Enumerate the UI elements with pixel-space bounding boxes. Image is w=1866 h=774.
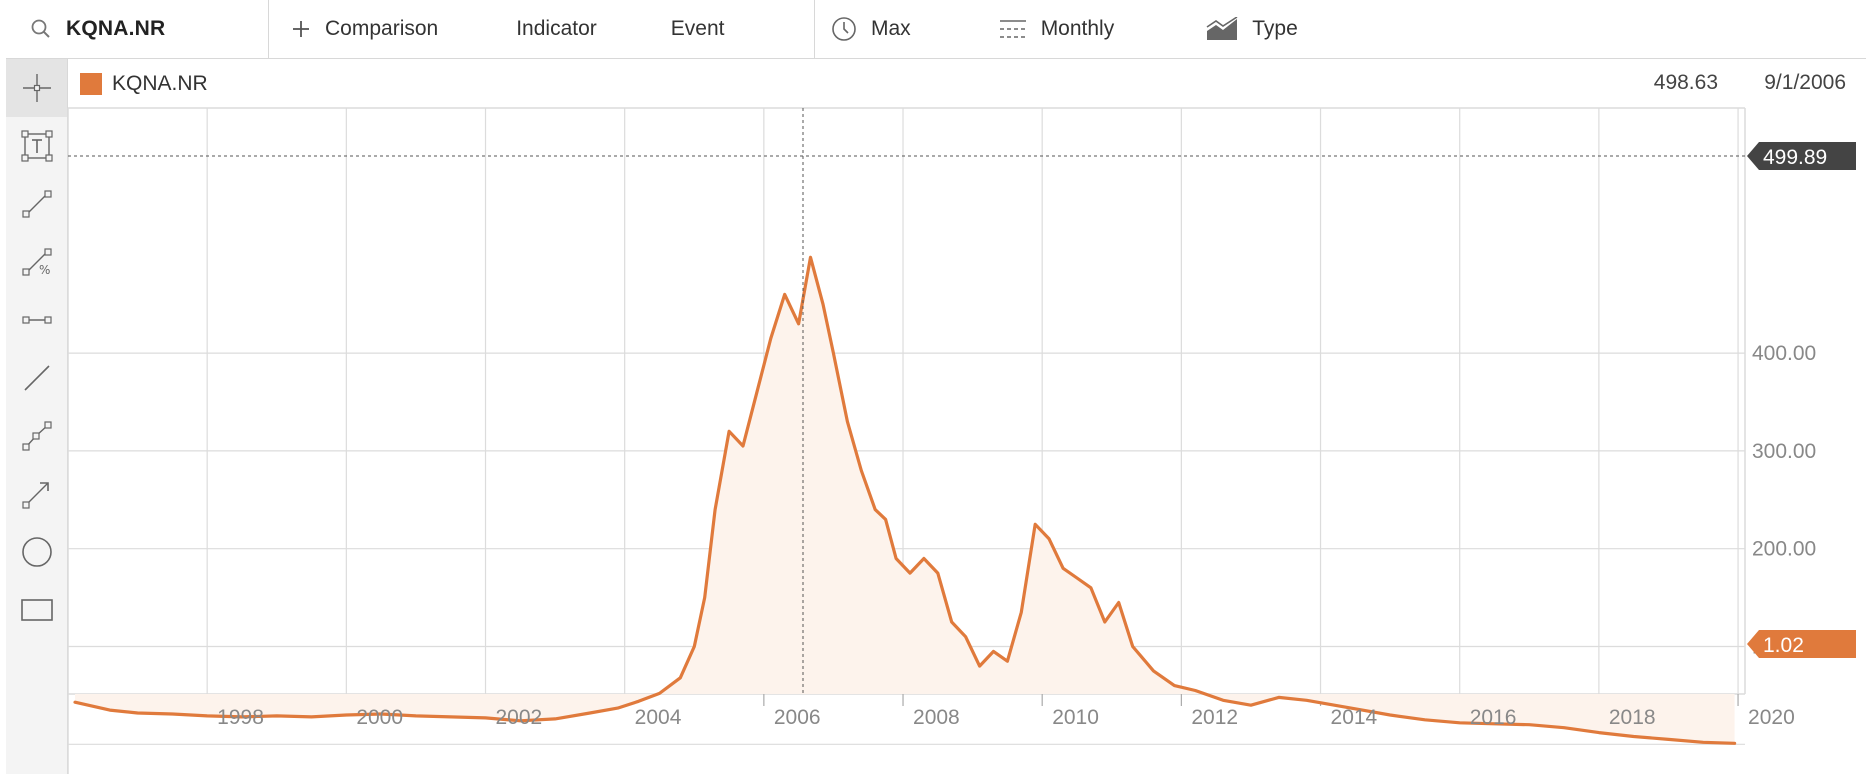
x-tick-label: 2002 (496, 706, 543, 729)
search-icon (31, 19, 50, 38)
percent-line-tool[interactable]: % (6, 233, 67, 291)
text-annotation-icon (20, 130, 53, 162)
x-axis: 1998 2000 2002 2004 2006 2008 2010 2012 2014 2016… (217, 706, 1795, 729)
indicator-label: Indicator (516, 17, 597, 40)
rectangle-tool[interactable] (6, 581, 67, 639)
trend-line-icon (23, 365, 50, 391)
line-segment-icon (21, 190, 52, 218)
line-segment-tool[interactable] (6, 175, 67, 233)
plus-icon (293, 21, 309, 37)
series-legend[interactable]: KQNA.NR (80, 70, 208, 98)
series-area-fill (75, 257, 1735, 744)
x-tick-label: 2010 (1052, 706, 1099, 729)
last-tag-text: 1.02 (1763, 634, 1804, 657)
percent-line-icon: % (21, 248, 52, 277)
y-tick-label: 200.00 (1752, 538, 1816, 561)
readout-date: 9/1/2006 (1764, 71, 1846, 94)
overlay-controls: Comparison Indicator Event (269, 0, 815, 58)
rectangle-icon (20, 599, 53, 621)
polyline-tool[interactable] (6, 407, 67, 465)
crosshair-tool[interactable] (6, 59, 67, 117)
crosshair-icon (22, 74, 51, 102)
x-tick-label: 2020 (1748, 706, 1795, 729)
horizontal-segment-tool[interactable] (6, 291, 67, 349)
x-tick-label: 2000 (356, 706, 403, 729)
drawing-toolbar: % (6, 59, 68, 774)
x-tick-label: 2006 (774, 706, 821, 729)
chart-settings: Max Monthly Type (815, 16, 1298, 42)
type-label: Type (1252, 17, 1298, 40)
symbol-search[interactable]: KQNA.NR (6, 0, 269, 58)
comparison-button[interactable]: Comparison (291, 17, 438, 41)
indicator-button[interactable]: Indicator (516, 17, 597, 41)
clock-icon (832, 17, 856, 41)
event-label: Event (670, 17, 725, 40)
x-tick-label: 2008 (913, 706, 960, 729)
range-button[interactable]: Max (831, 16, 911, 42)
arrow-line-tool[interactable] (6, 465, 67, 523)
area-layer (73, 255, 1737, 745)
mountain-chart-icon (1206, 17, 1238, 40)
hover-value-tag: 499.89 (1747, 142, 1856, 170)
arrow-line-icon (21, 482, 49, 509)
x-tick-label: 2016 (1470, 706, 1517, 729)
hover-tag-text: 499.89 (1763, 146, 1827, 169)
y-tick-label: 400.00 (1752, 342, 1816, 365)
horizontal-segment-icon (21, 316, 52, 324)
x-tick-label: 2014 (1331, 706, 1378, 729)
chart-type-button[interactable]: Type (1206, 17, 1298, 41)
range-label: Max (871, 17, 911, 40)
x-tick-label: 2004 (635, 706, 682, 729)
comparison-label: Comparison (325, 17, 439, 40)
text-tool[interactable] (6, 117, 67, 175)
x-tick-label: 2018 (1609, 706, 1656, 729)
readout-value: 498.63 (1653, 71, 1718, 94)
circle-tool[interactable] (6, 523, 67, 581)
svg-text:%: % (39, 263, 50, 277)
interval-icon (999, 20, 1026, 38)
circle-icon (21, 537, 52, 567)
hover-tag-shape (1747, 142, 1856, 170)
last-tag-shape (1747, 630, 1856, 658)
x-tick-label: 2012 (1191, 706, 1238, 729)
y-tick-label: 300.00 (1752, 440, 1816, 463)
trend-line-tool[interactable] (6, 349, 67, 407)
search-input[interactable]: KQNA.NR (66, 17, 166, 40)
top-toolbar: KQNA.NR Comparison Indicator Event Max (6, 0, 1866, 59)
series-line (73, 255, 1737, 745)
legend-swatch (80, 73, 102, 95)
interval-label: Monthly (1040, 17, 1115, 40)
last-value-tag: 1.02 (1747, 630, 1856, 658)
event-button[interactable]: Event (671, 17, 725, 41)
polyline-icon (21, 421, 52, 451)
interval-button[interactable]: Monthly (999, 17, 1115, 41)
legend-label: KQNA.NR (112, 72, 208, 95)
x-tick-label: 1998 (217, 706, 264, 729)
